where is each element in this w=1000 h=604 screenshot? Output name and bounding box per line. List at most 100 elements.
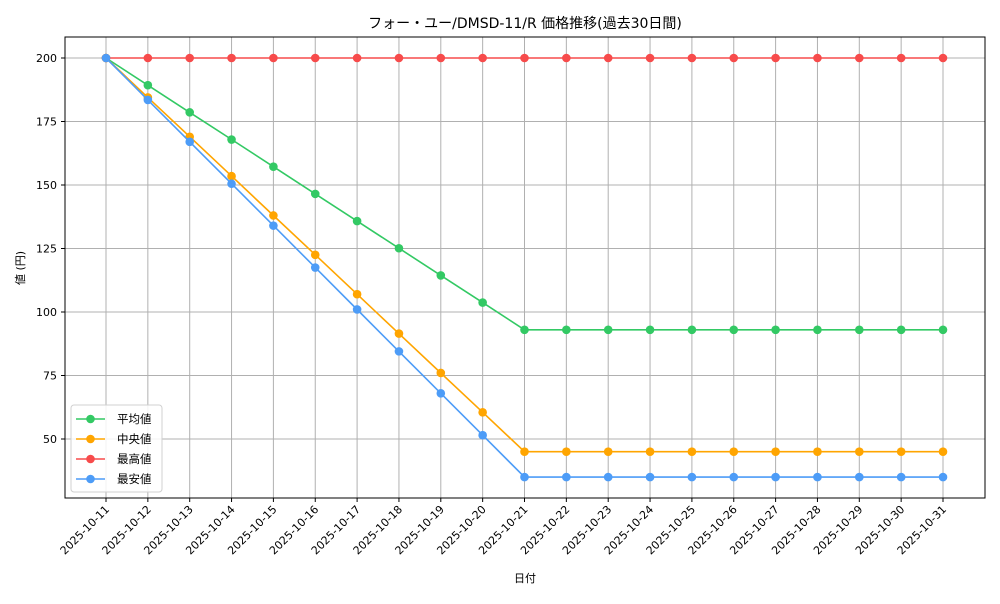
data-point-marker (687, 447, 697, 457)
y-tick-label: 200 (36, 52, 57, 65)
data-point-marker (185, 108, 194, 117)
data-point-marker (896, 325, 906, 335)
data-point-marker (603, 472, 613, 482)
data-point-marker (478, 408, 487, 417)
data-point-marker (520, 447, 529, 457)
data-point-marker (520, 325, 529, 335)
data-point-marker (352, 289, 362, 299)
y-tick-label: 75 (43, 370, 57, 383)
data-point-marker (394, 347, 404, 356)
y-axis-label: 値 (円) (14, 251, 27, 285)
legend-marker-icon (86, 454, 95, 464)
data-point-marker (813, 472, 822, 482)
data-point-marker (771, 472, 780, 482)
data-point-marker (771, 447, 780, 457)
data-point-marker (603, 447, 613, 457)
data-point-marker (645, 472, 655, 482)
y-tick-label: 150 (36, 179, 57, 192)
data-point-marker (938, 472, 948, 482)
y-tick-label: 125 (36, 243, 57, 256)
data-point-marker (938, 325, 948, 335)
data-point-marker (478, 430, 487, 440)
data-point-marker (352, 53, 362, 63)
data-point-marker (813, 325, 822, 335)
data-point-marker (269, 53, 278, 63)
data-point-marker (771, 325, 780, 335)
data-point-marker (562, 53, 571, 63)
data-point-marker (352, 216, 362, 226)
data-point-marker (269, 211, 278, 220)
legend-marker-icon (86, 434, 95, 444)
data-point-marker (436, 53, 446, 63)
data-point-marker (729, 447, 739, 457)
series-0 (101, 53, 948, 335)
data-point-marker (227, 179, 236, 189)
data-point-marker (645, 447, 655, 457)
y-axis-ticks: 50 75 100 125 150 175 200 (36, 52, 65, 446)
data-point-marker (478, 298, 487, 307)
data-point-marker (478, 53, 487, 63)
data-point-marker (227, 171, 236, 181)
legend-label: 最安値 (117, 472, 152, 486)
data-point-marker (645, 325, 655, 335)
data-point-marker (771, 53, 780, 63)
data-point-marker (562, 325, 571, 335)
data-point-marker (687, 53, 697, 63)
data-point-marker (729, 53, 739, 63)
data-point-marker (227, 53, 236, 63)
data-point-marker (143, 80, 153, 90)
data-point-marker (394, 329, 404, 338)
data-point-marker (896, 472, 906, 482)
data-point-marker (855, 472, 864, 482)
data-point-marker (896, 447, 906, 457)
data-point-marker (310, 250, 320, 260)
series-1 (101, 53, 948, 457)
data-point-marker (645, 53, 655, 63)
chart-title: フォー・ユー/DMSD-11/R 価格推移(過去30日間) (368, 16, 682, 32)
data-point-marker (436, 271, 446, 280)
data-point-marker (855, 53, 864, 63)
legend-label: 最高値 (117, 452, 152, 466)
data-point-marker (938, 53, 948, 63)
series-3 (101, 53, 948, 482)
data-point-marker (310, 53, 320, 63)
data-point-marker (520, 53, 529, 63)
data-point-marker (687, 325, 697, 335)
data-point-marker (436, 388, 446, 398)
data-point-marker (269, 162, 278, 172)
data-point-marker (520, 472, 529, 482)
data-point-marker (603, 53, 613, 63)
y-tick-label: 100 (36, 306, 57, 319)
x-axis-ticks: 2025-10-112025-10-122025-10-132025-10-14… (58, 498, 949, 557)
legend-marker-icon (86, 414, 95, 424)
data-point-marker (729, 325, 739, 335)
legend-box (70, 404, 163, 493)
data-point-marker (813, 53, 822, 63)
series-lines (101, 53, 948, 482)
data-point-marker (185, 53, 194, 63)
x-axis-label: 日付 (514, 572, 536, 585)
data-point-marker (269, 221, 278, 230)
data-point-marker (436, 368, 446, 378)
y-tick-label: 175 (36, 116, 57, 129)
data-point-marker (143, 53, 153, 63)
data-point-marker (143, 95, 153, 105)
data-point-marker (687, 472, 697, 482)
series-2 (101, 53, 948, 63)
data-point-marker (227, 135, 236, 144)
data-point-marker (855, 447, 864, 457)
data-point-marker (562, 472, 571, 482)
data-point-marker (562, 447, 571, 457)
data-point-marker (310, 263, 320, 272)
data-point-marker (938, 447, 948, 457)
grid-lines (65, 37, 985, 498)
data-point-marker (813, 447, 822, 457)
data-point-marker (394, 243, 404, 253)
data-point-marker (896, 53, 906, 63)
data-point-marker (310, 189, 320, 199)
legend-label: 平均値 (117, 412, 152, 426)
data-point-marker (185, 137, 194, 147)
